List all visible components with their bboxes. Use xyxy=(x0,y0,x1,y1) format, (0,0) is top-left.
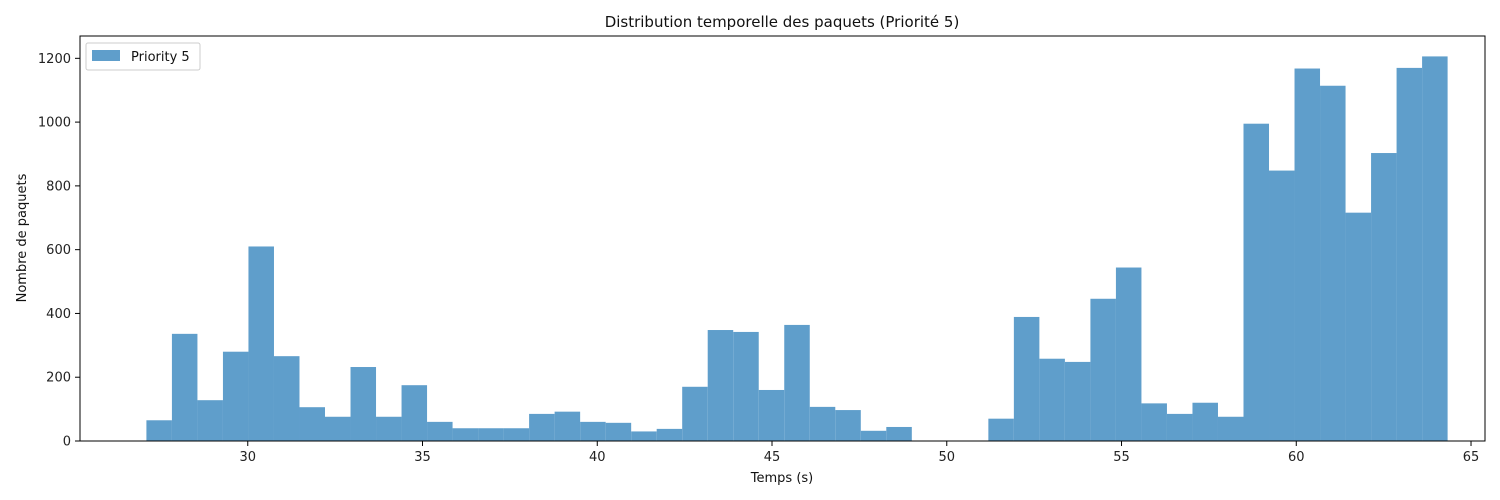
chart-title: Distribution temporelle des paquets (Pri… xyxy=(605,13,960,31)
histogram-bar xyxy=(325,416,351,441)
histogram-bar xyxy=(1217,416,1244,441)
histogram-bar xyxy=(860,430,887,441)
histogram-bar xyxy=(1320,85,1346,441)
histogram-bar xyxy=(886,426,912,441)
y-tick-label: 400 xyxy=(46,307,71,322)
histogram-bar xyxy=(1243,123,1270,442)
y-tick-label: 600 xyxy=(46,243,71,258)
x-axis: 30 35 40 45 50 55 60 65 xyxy=(239,441,1479,465)
histogram-bar xyxy=(605,422,632,441)
legend-label: Priority 5 xyxy=(131,50,190,65)
histogram-bar xyxy=(631,431,657,441)
histogram-bar xyxy=(452,428,479,441)
y-tick-label: 0 xyxy=(63,435,71,450)
y-axis-title: Nombre de paquets xyxy=(15,173,30,302)
y-tick-label: 1200 xyxy=(38,52,71,67)
bars-group xyxy=(146,56,1448,442)
legend: Priority 5 xyxy=(85,42,201,71)
x-tick-label: 65 xyxy=(1463,450,1480,465)
histogram-bar xyxy=(222,351,249,441)
histogram-bar xyxy=(427,421,453,441)
histogram-bar xyxy=(835,410,861,441)
histogram-bar xyxy=(784,324,810,441)
histogram-bar xyxy=(1064,361,1091,441)
x-tick-label: 55 xyxy=(1113,450,1130,465)
x-tick-label: 45 xyxy=(764,450,781,465)
histogram-bar xyxy=(299,407,326,441)
histogram-bar xyxy=(171,333,198,441)
histogram-bar xyxy=(350,367,377,441)
histogram-bar xyxy=(1090,298,1116,441)
histogram-bar xyxy=(401,385,428,441)
histogram-bar xyxy=(1422,56,1448,441)
x-axis-title: Temps (s) xyxy=(750,471,813,486)
histogram-bar xyxy=(656,428,683,441)
histogram-bar xyxy=(1115,267,1142,441)
y-tick-label: 800 xyxy=(46,179,71,194)
x-tick-label: 40 xyxy=(589,450,606,465)
histogram-bar xyxy=(809,406,836,441)
histogram-bar xyxy=(1141,403,1167,441)
y-tick-label: 1000 xyxy=(38,116,71,131)
x-tick-label: 50 xyxy=(938,450,955,465)
histogram-bar xyxy=(580,421,606,441)
histogram-bar xyxy=(554,411,581,441)
histogram-bar xyxy=(1345,212,1372,441)
histogram-bar xyxy=(1013,316,1040,441)
histogram-bar xyxy=(1396,67,1423,441)
plot-frame xyxy=(79,35,1486,442)
histogram-bar xyxy=(682,386,708,441)
histogram-bar xyxy=(376,416,402,441)
histogram-bar xyxy=(733,331,759,441)
x-tick-label: 35 xyxy=(414,450,431,465)
histogram-bar xyxy=(478,428,504,441)
histogram-bar xyxy=(273,356,300,441)
histogram-bar xyxy=(707,330,734,441)
legend-swatch xyxy=(92,50,120,61)
histogram-bar xyxy=(503,428,530,441)
x-tick-label: 60 xyxy=(1288,450,1305,465)
legend-box xyxy=(85,42,201,71)
histogram-bar xyxy=(1371,153,1397,441)
histogram-bar xyxy=(1294,68,1321,441)
histogram-bar xyxy=(146,420,172,441)
histogram-bar xyxy=(529,413,555,441)
histogram-bar xyxy=(197,400,223,441)
histogram-bar xyxy=(1166,413,1193,441)
y-tick-label: 200 xyxy=(46,371,71,386)
y-axis: 0 200 400 600 800 1000 1200 xyxy=(38,52,80,450)
x-tick-label: 30 xyxy=(239,450,256,465)
histogram-bar xyxy=(1192,402,1218,441)
histogram-bar xyxy=(1039,358,1065,441)
histogram-bar xyxy=(758,389,785,441)
histogram-bar xyxy=(248,246,274,441)
histogram-bar xyxy=(1269,170,1295,441)
histogram-bar xyxy=(988,418,1014,441)
